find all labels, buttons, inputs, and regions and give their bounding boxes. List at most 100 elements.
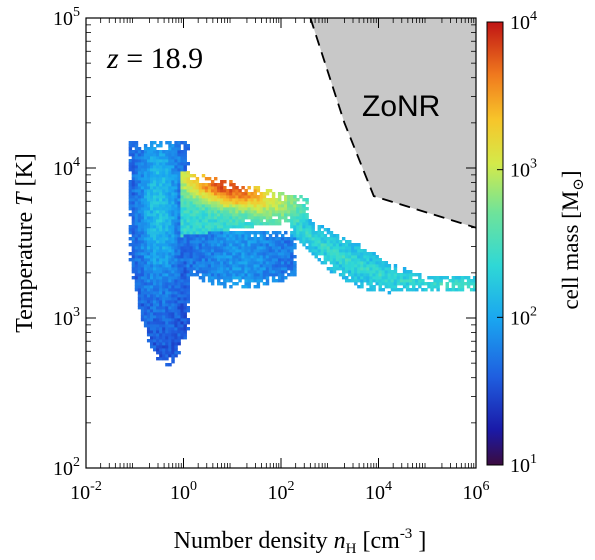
heatmap-cell	[265, 270, 270, 274]
heatmap-cell	[378, 267, 382, 271]
heatmap-cell	[159, 168, 163, 172]
heatmap-cell	[165, 252, 169, 256]
heatmap-cell	[344, 267, 349, 271]
heatmap-cell	[204, 183, 209, 187]
heatmap-cell	[186, 192, 190, 196]
heatmap-cell	[348, 279, 352, 283]
heatmap-cell	[134, 198, 139, 202]
heatmap-cell	[189, 201, 194, 205]
heatmap-cell	[143, 195, 148, 199]
heatmap-cell	[180, 159, 184, 163]
heatmap-cell	[235, 222, 239, 226]
heatmap-cell	[262, 255, 267, 259]
heatmap-cell	[302, 228, 306, 232]
heatmap-cell	[146, 279, 151, 283]
heatmap-cell	[244, 255, 248, 259]
heatmap-cell	[217, 201, 221, 205]
heatmap-cell	[287, 267, 291, 271]
heatmap-cell	[153, 315, 157, 319]
heatmap-cell	[174, 153, 178, 157]
heatmap-cell	[320, 252, 325, 256]
heatmap-cell	[128, 228, 133, 232]
heatmap-cell	[213, 261, 218, 265]
heatmap-cell	[296, 216, 300, 220]
heatmap-cell	[177, 189, 181, 193]
heatmap-cell	[168, 144, 172, 148]
heatmap-cell	[351, 249, 355, 253]
heatmap-cell	[171, 222, 175, 226]
heatmap-cell	[204, 222, 209, 226]
heatmap-cell	[140, 261, 145, 265]
heatmap-cell	[131, 243, 136, 247]
heatmap-cell	[140, 150, 145, 154]
heatmap-cell	[274, 267, 279, 271]
heatmap-cell	[174, 150, 178, 154]
heatmap-cell	[311, 252, 315, 256]
heatmap-cell	[213, 198, 218, 202]
heatmap-cell	[149, 156, 154, 160]
heatmap-cell	[134, 150, 139, 154]
heatmap-cell	[162, 210, 166, 214]
heatmap-cell	[247, 270, 251, 274]
heatmap-cell	[156, 345, 160, 349]
heatmap-cell	[183, 297, 187, 301]
heatmap-cell	[186, 228, 190, 232]
heatmap-cell	[177, 330, 181, 334]
heatmap-cell	[171, 354, 175, 358]
heatmap-cell	[366, 288, 370, 292]
heatmap-cell	[223, 210, 227, 214]
heatmap-cell	[226, 240, 230, 244]
heatmap-cell	[149, 240, 154, 244]
heatmap-cell	[396, 279, 401, 283]
heatmap-cell	[146, 237, 151, 241]
heatmap-cell	[204, 207, 209, 211]
heatmap-cell	[143, 318, 148, 322]
heatmap-cell	[256, 204, 261, 208]
heatmap-cell	[192, 261, 197, 265]
heatmap-cell	[265, 249, 270, 253]
heatmap-cell	[338, 252, 343, 256]
heatmap-cell	[277, 258, 282, 262]
heatmap-cell	[183, 324, 187, 328]
heatmap-cell	[156, 321, 160, 325]
heatmap-cell	[156, 261, 160, 265]
heatmap-cell	[153, 294, 157, 298]
heatmap-cell	[284, 237, 288, 241]
heatmap-cell	[238, 258, 242, 262]
heatmap-cell	[186, 279, 190, 283]
heatmap-cell	[372, 276, 376, 280]
heatmap-cell	[393, 276, 398, 280]
heatmap-cell	[220, 225, 224, 229]
heatmap-cell	[134, 243, 139, 247]
heatmap-cell	[174, 168, 178, 172]
heatmap-cell	[232, 243, 236, 247]
heatmap-cell	[171, 231, 175, 235]
heatmap-cell	[162, 285, 166, 289]
heatmap-cell	[238, 207, 242, 211]
heatmap-cell	[171, 333, 175, 337]
heatmap-cell	[174, 261, 178, 265]
heatmap-cell	[274, 234, 279, 238]
heatmap-cell	[153, 252, 157, 256]
heatmap-cell	[207, 273, 212, 277]
heatmap-cell	[302, 234, 306, 238]
heatmap-cell	[351, 252, 355, 256]
heatmap-cell	[162, 243, 166, 247]
heatmap-cell	[153, 141, 157, 145]
heatmap-cell	[284, 258, 288, 262]
heatmap-cell	[183, 207, 187, 211]
heatmap-cell	[162, 315, 166, 319]
heatmap-cell	[131, 207, 136, 211]
heatmap-cell	[149, 291, 154, 295]
heatmap-cell	[244, 192, 248, 196]
heatmap-cell	[232, 264, 236, 268]
heatmap-cell	[153, 348, 157, 352]
heatmap-cell	[271, 270, 276, 274]
heatmap-cell	[235, 243, 239, 247]
heatmap-cell	[207, 228, 212, 232]
heatmap-cell	[174, 303, 178, 307]
heatmap-cell	[192, 225, 197, 229]
heatmap-cell	[421, 282, 425, 286]
heatmap-cell	[253, 237, 258, 241]
heatmap-cell	[265, 201, 270, 205]
